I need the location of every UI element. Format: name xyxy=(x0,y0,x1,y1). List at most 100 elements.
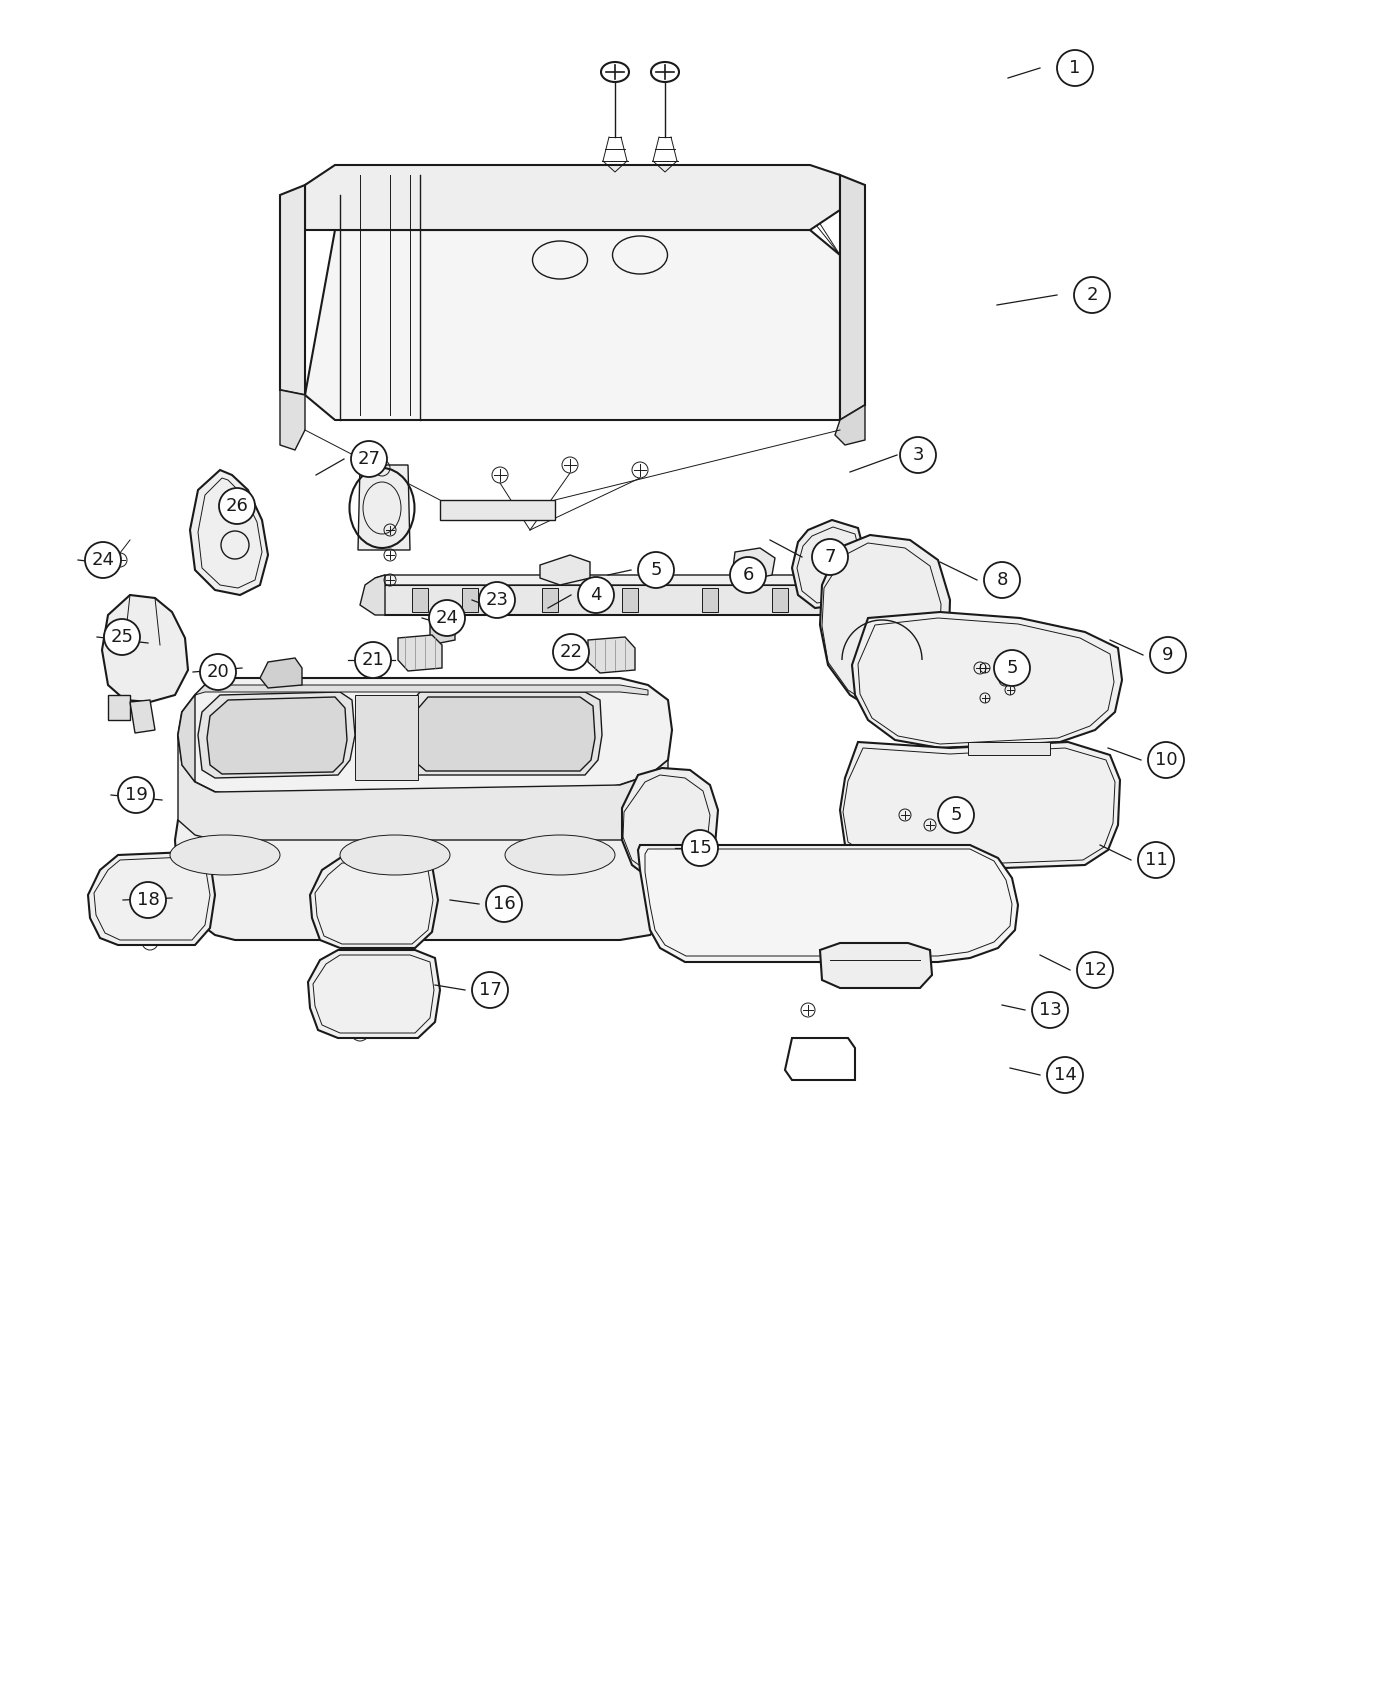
Circle shape xyxy=(1077,952,1113,988)
Polygon shape xyxy=(792,520,865,609)
Circle shape xyxy=(218,488,255,524)
Text: 17: 17 xyxy=(479,981,501,1000)
Polygon shape xyxy=(280,389,305,450)
Polygon shape xyxy=(308,950,440,1039)
Circle shape xyxy=(356,1028,364,1035)
Text: 14: 14 xyxy=(1054,1066,1077,1085)
Text: 5: 5 xyxy=(951,806,962,824)
Polygon shape xyxy=(178,734,668,840)
Polygon shape xyxy=(360,575,385,615)
Circle shape xyxy=(729,558,766,593)
Circle shape xyxy=(812,539,848,575)
Circle shape xyxy=(428,600,465,636)
Circle shape xyxy=(938,797,974,833)
Circle shape xyxy=(682,830,718,865)
Text: 24: 24 xyxy=(91,551,115,570)
Circle shape xyxy=(1032,993,1068,1028)
Polygon shape xyxy=(440,500,554,520)
Circle shape xyxy=(356,643,391,678)
Circle shape xyxy=(130,882,167,918)
Polygon shape xyxy=(305,230,840,420)
Polygon shape xyxy=(207,697,347,774)
Polygon shape xyxy=(305,165,840,230)
Text: 19: 19 xyxy=(125,785,147,804)
Polygon shape xyxy=(195,685,648,695)
Circle shape xyxy=(984,563,1021,598)
Text: 21: 21 xyxy=(361,651,385,670)
Circle shape xyxy=(486,886,522,921)
Circle shape xyxy=(479,581,515,619)
Polygon shape xyxy=(190,469,267,595)
Text: 7: 7 xyxy=(825,547,836,566)
Text: 24: 24 xyxy=(435,609,459,627)
Polygon shape xyxy=(820,944,932,988)
Circle shape xyxy=(472,972,508,1008)
Text: 25: 25 xyxy=(111,627,133,646)
Text: 5: 5 xyxy=(650,561,662,580)
Polygon shape xyxy=(197,692,356,779)
Polygon shape xyxy=(260,658,302,688)
Polygon shape xyxy=(540,554,589,585)
Polygon shape xyxy=(825,564,869,626)
Polygon shape xyxy=(840,741,1120,870)
Polygon shape xyxy=(622,768,718,882)
Polygon shape xyxy=(939,741,1060,760)
Polygon shape xyxy=(785,1039,855,1080)
Polygon shape xyxy=(88,852,216,945)
Polygon shape xyxy=(462,588,477,612)
Circle shape xyxy=(802,382,839,418)
Circle shape xyxy=(1149,638,1186,673)
Polygon shape xyxy=(375,585,830,615)
Text: 8: 8 xyxy=(997,571,1008,588)
Polygon shape xyxy=(108,695,130,721)
Circle shape xyxy=(553,634,589,670)
Text: 4: 4 xyxy=(591,586,602,604)
Polygon shape xyxy=(967,741,1050,755)
Polygon shape xyxy=(771,588,788,612)
Text: 22: 22 xyxy=(560,643,582,661)
Polygon shape xyxy=(820,536,951,716)
Polygon shape xyxy=(358,466,410,551)
Text: 13: 13 xyxy=(1039,1001,1061,1018)
Circle shape xyxy=(1074,277,1110,313)
Polygon shape xyxy=(178,695,195,782)
Text: 20: 20 xyxy=(207,663,230,682)
Circle shape xyxy=(85,542,120,578)
Text: 12: 12 xyxy=(1084,960,1106,979)
Circle shape xyxy=(118,777,154,813)
Text: 10: 10 xyxy=(1155,751,1177,768)
Text: 27: 27 xyxy=(357,450,381,468)
Polygon shape xyxy=(412,588,428,612)
Text: 18: 18 xyxy=(137,891,160,910)
Ellipse shape xyxy=(169,835,280,876)
Polygon shape xyxy=(840,175,865,420)
Polygon shape xyxy=(853,612,1121,748)
Text: 26: 26 xyxy=(225,496,248,515)
Polygon shape xyxy=(175,819,672,940)
Circle shape xyxy=(1057,49,1093,87)
Text: 23: 23 xyxy=(486,592,508,609)
Circle shape xyxy=(351,440,386,478)
Polygon shape xyxy=(398,636,442,672)
Text: 16: 16 xyxy=(493,894,515,913)
Polygon shape xyxy=(430,615,455,644)
Circle shape xyxy=(104,619,140,654)
Polygon shape xyxy=(130,700,155,733)
Ellipse shape xyxy=(505,835,615,876)
Polygon shape xyxy=(178,678,672,796)
Circle shape xyxy=(200,654,237,690)
Circle shape xyxy=(1047,1057,1084,1093)
Polygon shape xyxy=(102,595,188,702)
Polygon shape xyxy=(356,695,419,780)
Text: 1: 1 xyxy=(1070,60,1081,76)
Polygon shape xyxy=(542,588,559,612)
Polygon shape xyxy=(622,588,638,612)
Circle shape xyxy=(638,552,673,588)
Polygon shape xyxy=(309,858,438,949)
Text: 2: 2 xyxy=(1086,286,1098,304)
Circle shape xyxy=(994,649,1030,687)
Polygon shape xyxy=(834,405,865,445)
Text: 15: 15 xyxy=(689,840,711,857)
Polygon shape xyxy=(400,692,602,775)
Text: 3: 3 xyxy=(913,445,924,464)
